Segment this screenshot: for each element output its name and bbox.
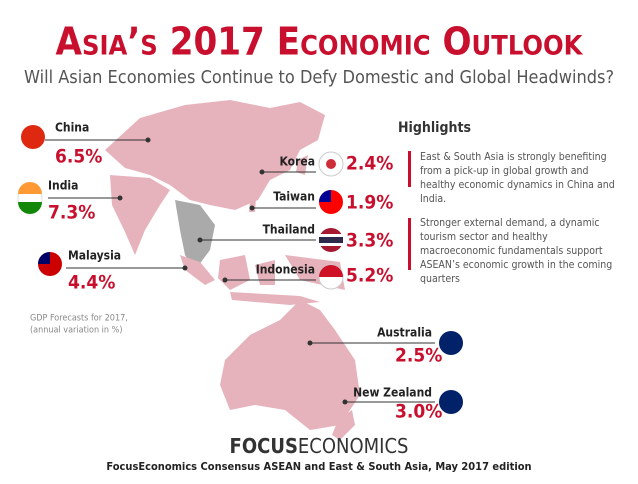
country-value: 3.3% [346,230,393,252]
leader-lines [45,139,435,403]
east-islands [249,155,308,212]
subtitle: Will Asian Economies Continue to Defy Do… [24,67,614,88]
brand-bold: FOCUS [230,434,298,458]
nz-region [332,390,355,440]
dot [307,340,313,346]
country-name: Malaysia [68,249,121,263]
india-region [110,175,170,255]
country-name: Thailand [263,223,315,237]
map [105,100,360,440]
australia-region [220,300,360,430]
flag-korea-taeguk [326,159,336,169]
dot [222,277,228,283]
flag-taiwan-canton [319,190,331,202]
flag-indonesia-red [319,265,343,277]
country-value: 2.4% [346,153,393,175]
country-name: China [55,121,89,135]
country-value: 3.0% [395,401,442,423]
flag-australia [439,331,463,355]
title: Asia’s 2017 Economic Outlook [56,20,584,64]
highlight-text: East & South Asia is strongly benefiting… [420,151,615,205]
flag-india-top [18,182,42,194]
country-name: Australia [377,326,432,340]
note-line: GDP Forecasts for 2017, [30,314,128,324]
country-value: 7.3% [48,202,95,224]
flag-new-zealand [439,390,463,414]
country-value: 4.4% [68,272,115,294]
country-name: Taiwan [273,190,315,204]
note-line: (annual variation in %) [30,326,122,336]
dot [145,137,151,143]
country-name: Korea [279,155,315,169]
highlight-bar [408,218,411,270]
flag-china [21,125,45,149]
flag-thailand-blue [319,237,343,243]
highlight-bar [408,151,411,187]
leader-dots [117,137,348,405]
china-region [105,100,325,210]
source: FocusEconomics Consensus ASEAN and East … [106,460,531,473]
flag-malaysia-canton [38,252,50,264]
dot [342,399,348,405]
country-name: New Zealand [353,386,432,400]
country-value: 6.5% [55,146,102,168]
dot [117,195,123,201]
brand-rest: ECONOMICS [298,434,409,458]
dot [249,205,255,211]
sea-region [175,200,215,270]
highlights-title: Highlights [398,120,471,136]
dot [197,237,203,243]
dot [182,265,188,271]
country-name: Indonesia [256,263,315,277]
country-name: India [48,179,78,193]
country-value: 2.5% [395,345,442,367]
dot [259,169,265,175]
brand: FOCUSECONOMICS [230,434,409,458]
country-value: 1.9% [346,192,393,214]
highlight-text: Stronger external demand, a dynamic tour… [420,217,613,285]
flag-india-bottom [18,202,42,214]
country-value: 5.2% [346,265,393,287]
